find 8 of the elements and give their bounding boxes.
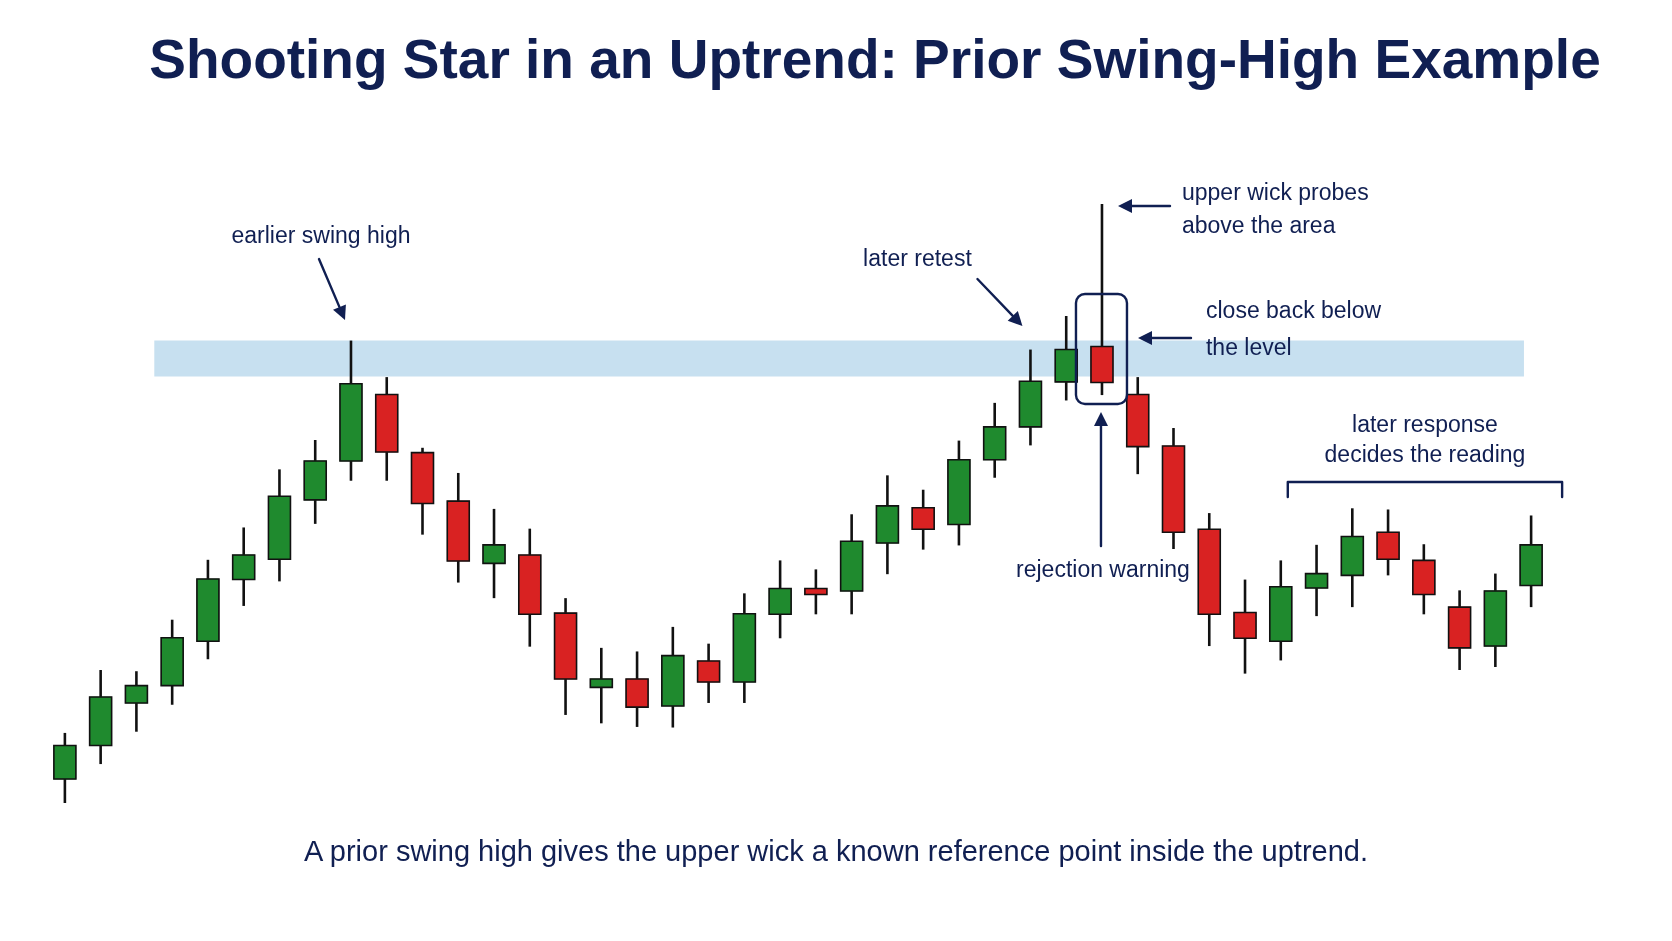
chart-title: Shooting Star in an Uptrend: Prior Swing-High Example: [149, 28, 1601, 91]
annotation: rejection warning: [1016, 556, 1190, 583]
annotation: later response decides the reading: [1324, 411, 1526, 468]
annotation: earlier swing high: [231, 222, 411, 249]
annotation: upper wick probes above the area: [1181, 179, 1369, 239]
annotation: later retest: [863, 245, 973, 272]
annotation: close back below the level: [1205, 297, 1382, 361]
text: A prior swing high gives the upper wick a known reference point inside the uptrend.: [304, 835, 1368, 867]
